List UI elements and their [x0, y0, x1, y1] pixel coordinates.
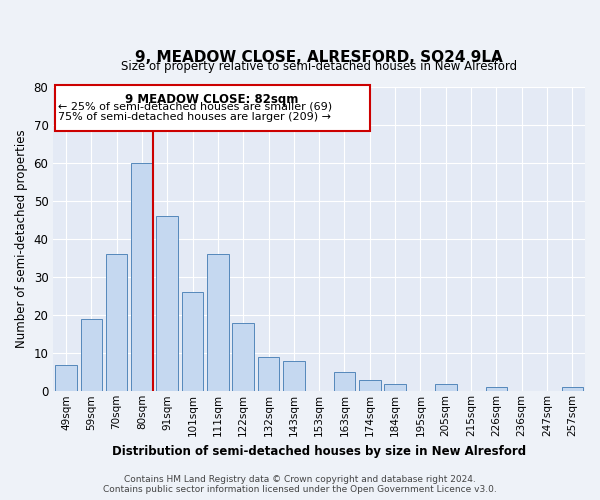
Bar	[157, 216, 178, 392]
Y-axis label: Number of semi-detached properties: Number of semi-detached properties	[15, 130, 28, 348]
Bar	[106, 254, 127, 392]
Bar	[283, 361, 305, 392]
Text: Contains public sector information licensed under the Open Government Licence v3: Contains public sector information licen…	[103, 485, 497, 494]
Bar	[385, 384, 406, 392]
Bar	[131, 163, 152, 392]
Text: ← 25% of semi-detached houses are smaller (69): ← 25% of semi-detached houses are smalle…	[58, 102, 332, 112]
Bar	[435, 384, 457, 392]
Bar	[55, 364, 77, 392]
Bar	[485, 388, 507, 392]
Text: Contains HM Land Registry data © Crown copyright and database right 2024.: Contains HM Land Registry data © Crown c…	[124, 475, 476, 484]
Bar	[80, 319, 102, 392]
Bar	[334, 372, 355, 392]
Bar	[359, 380, 380, 392]
FancyBboxPatch shape	[55, 85, 370, 130]
Bar	[232, 323, 254, 392]
Text: 75% of semi-detached houses are larger (209) →: 75% of semi-detached houses are larger (…	[58, 112, 331, 122]
Text: 9 MEADOW CLOSE: 82sqm: 9 MEADOW CLOSE: 82sqm	[125, 92, 299, 106]
Text: Size of property relative to semi-detached houses in New Alresford: Size of property relative to semi-detach…	[121, 60, 517, 74]
Bar	[207, 254, 229, 392]
Bar	[182, 292, 203, 392]
Bar	[562, 388, 583, 392]
X-axis label: Distribution of semi-detached houses by size in New Alresford: Distribution of semi-detached houses by …	[112, 444, 526, 458]
Title: 9, MEADOW CLOSE, ALRESFORD, SO24 9LA: 9, MEADOW CLOSE, ALRESFORD, SO24 9LA	[135, 50, 503, 65]
Bar	[258, 357, 279, 392]
